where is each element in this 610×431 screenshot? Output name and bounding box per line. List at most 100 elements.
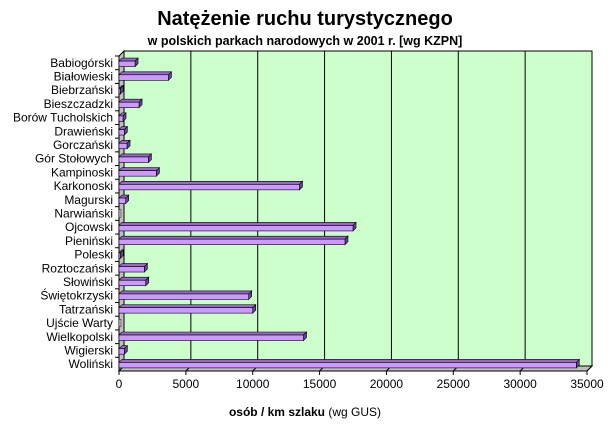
- category-labels: BabiogórskiBiałowieskiBiebrzańskiBieszcz…: [13, 55, 119, 371]
- bar-top-pieninski: [118, 235, 349, 240]
- bar-face-narwianski: [118, 209, 122, 218]
- x-tick-label-5000: 5000: [173, 377, 200, 391]
- bar-swietokrzyski: [118, 290, 253, 301]
- bar-face-tatrzanski: [118, 307, 254, 314]
- category-label-ujscie-warty: Ujście Warty: [46, 316, 113, 330]
- bar-face-karkonoski: [118, 184, 300, 191]
- bar-bialowieski: [118, 71, 173, 82]
- bar-karkonoski: [118, 180, 304, 191]
- bar-face-ujscie-warty: [118, 319, 122, 328]
- chart-subtitle: w polskich parkach narodowych w 2001 r. …: [147, 34, 463, 48]
- plot-area: [117, 49, 594, 373]
- x-tick-label-20000: 20000: [370, 377, 404, 391]
- bar-top-kampinoski: [118, 167, 161, 171]
- category-label-narwianski: Narwiański: [54, 207, 113, 221]
- bar-face-babiogorski: [118, 60, 136, 67]
- category-label-wielkopolski: Wielkopolski: [46, 330, 113, 344]
- bar-tatrzanski: [118, 303, 257, 314]
- bar-top-karkonoski: [118, 181, 304, 185]
- bar-top-bialowieski: [118, 71, 173, 76]
- bar-babiogorski: [118, 57, 139, 68]
- bar-ujscie-warty: [118, 319, 122, 328]
- bar-face-ojcowski: [118, 225, 354, 232]
- bar-face-pieninski: [118, 238, 346, 245]
- category-label-babiogorski: Babiogórski: [50, 56, 113, 70]
- bar-top-slowinski: [118, 276, 150, 281]
- bar-face-bieszczadzki: [118, 101, 140, 108]
- x-axis-title-main: osób / km szlaku: [228, 405, 325, 419]
- bar-magurski: [118, 194, 130, 205]
- x-tick-label-25000: 25000: [437, 377, 471, 391]
- bar-face-borow-tucholskich: [118, 115, 124, 122]
- category-label-tatrzanski: Tatrzański: [59, 302, 113, 316]
- bar-top-tatrzanski: [118, 304, 257, 308]
- bars: [118, 57, 581, 369]
- bar-pieninski: [118, 235, 349, 246]
- bar-top-wolinski: [118, 359, 581, 363]
- category-label-kampinoski: Kampinoski: [51, 165, 113, 179]
- x-axis-title-note: (wg GUS): [328, 405, 382, 419]
- category-label-biebrzanski: Biebrzański: [51, 83, 113, 97]
- bar-borow-tucholskich: [118, 112, 127, 123]
- bar-roztoczanski: [118, 262, 149, 273]
- bar-narwianski: [118, 209, 122, 218]
- bar-kampinoski: [118, 166, 161, 177]
- bar-face-wielkopolski: [118, 334, 304, 341]
- bar-top-ojcowski: [118, 222, 357, 226]
- bar-face-magurski: [118, 197, 126, 204]
- category-label-bieszczadzki: Bieszczadzki: [44, 97, 113, 111]
- bar-face-kampinoski: [118, 170, 157, 177]
- bar-face-swietokrzyski: [118, 293, 250, 300]
- plot-background: [123, 50, 593, 367]
- bar-poleski: [118, 249, 125, 260]
- x-tick-label-0: 0: [116, 377, 123, 391]
- category-label-borow-tucholskich: Borów Tucholskich: [13, 111, 113, 125]
- bar-wigierski: [118, 344, 129, 355]
- bar-bieszczadzki: [118, 98, 143, 109]
- x-tick-label-15000: 15000: [303, 377, 337, 391]
- category-label-swietokrzyski: Świętokrzyski: [40, 288, 113, 303]
- category-label-gorczanski: Gorczański: [53, 138, 113, 152]
- bar-face-slowinski: [118, 279, 147, 287]
- bar-face-drawienski: [118, 129, 125, 136]
- bar-face-wigierski: [118, 348, 125, 355]
- bar-top-gor-stolowych: [118, 153, 153, 158]
- bar-wolinski: [118, 358, 581, 369]
- x-axis-title: osób / km szlaku (wg GUS): [0, 405, 610, 419]
- chart-title: Natężenie ruchu turystycznego: [157, 8, 453, 30]
- category-label-magurski: Magurski: [64, 193, 113, 207]
- x-tick-label-10000: 10000: [236, 377, 270, 391]
- bar-face-gor-stolowych: [118, 156, 149, 163]
- bar-face-poleski: [118, 252, 121, 259]
- category-label-wigierski: Wigierski: [64, 343, 113, 357]
- category-label-poleski: Poleski: [74, 248, 113, 262]
- category-label-ojcowski: Ojcowski: [65, 220, 113, 234]
- bar-face-wolinski: [118, 362, 577, 369]
- bar-gorczanski: [118, 139, 131, 150]
- bar-biebrzanski: [118, 84, 125, 95]
- bar-top-swietokrzyski: [118, 290, 253, 295]
- bar-face-biebrzanski: [118, 88, 121, 95]
- bar-face-bialowieski: [118, 74, 169, 81]
- bar-slowinski: [118, 276, 150, 287]
- bar-wielkopolski: [118, 331, 308, 342]
- x-tick-label-30000: 30000: [503, 377, 537, 391]
- x-tick-labels: 0 5000 10000 15000 20000 25000 30000 35000: [116, 371, 604, 391]
- category-label-bialowieski: Białowieski: [54, 70, 113, 84]
- bar-ojcowski: [118, 221, 357, 232]
- category-label-gor-stolowych: Gór Stołowych: [35, 152, 113, 166]
- bar-top-wielkopolski: [118, 331, 308, 336]
- x-tick-label-35000: 35000: [570, 377, 604, 391]
- bar-gor-stolowych: [118, 153, 153, 164]
- bar-drawienski: [118, 125, 129, 136]
- bar-face-roztoczanski: [118, 266, 145, 273]
- bar-top-roztoczanski: [118, 263, 149, 267]
- floor-gridline-35000: [586, 365, 593, 372]
- category-label-drawienski: Drawieński: [54, 124, 113, 138]
- category-label-slowinski: Słowiński: [63, 275, 113, 289]
- bar-face-gorczanski: [118, 142, 128, 150]
- bar-top-bieszczadzki: [118, 98, 143, 103]
- category-label-pieninski: Pieniński: [65, 234, 113, 248]
- category-label-roztoczanski: Roztoczański: [42, 261, 113, 275]
